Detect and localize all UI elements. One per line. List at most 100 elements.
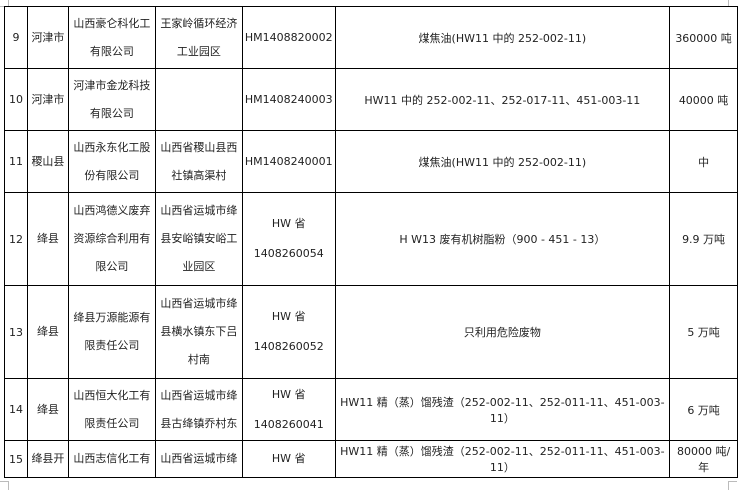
capacity-cell-text: 6 万吨 bbox=[687, 403, 720, 417]
company-cell: 山西鸿德义废弃 资源综合利用有 限公司 bbox=[67, 192, 156, 286]
address-cell-line: 山西省稷山县西 bbox=[160, 140, 238, 154]
permit-code-cell: HW 省 1408260041 bbox=[241, 378, 336, 441]
waste-type-cell: HW11 精（蒸）馏残渣（252-002-11、252-011-11、451-0… bbox=[334, 378, 671, 441]
area-cell-line: 河津市 bbox=[31, 92, 65, 106]
address-cell-line: 山西省运城市绛 bbox=[160, 297, 238, 310]
waste-type-cell-text: HW11 精（蒸）馏残渣（252-002-11、252-011-11、451-0… bbox=[340, 445, 665, 474]
capacity-cell: 80000 吨/年 bbox=[669, 440, 738, 478]
company-cell: 河津市金龙科技 有限公司 bbox=[67, 68, 156, 131]
capacity-cell-text: 9.9 万吨 bbox=[682, 233, 726, 246]
company-cell-line: 山西鸿德义废弃 bbox=[73, 204, 151, 217]
row-number: 11 bbox=[4, 130, 28, 193]
address-cell: 山西省运城市绛 bbox=[154, 440, 243, 478]
table-row: 12 绛县 山西鸿德义废弃 资源综合利用有 限公司 山西省运城市绛 县安峪镇安峪工 业园区 HW… bbox=[4, 192, 738, 286]
company-cell-line: 山西恒大化工有 bbox=[73, 388, 151, 402]
address-cell-line: 山西省运城市绛 bbox=[160, 388, 238, 402]
permit-code-cell-line: 1408260041 bbox=[253, 417, 324, 431]
page-corner-mark bbox=[0, 481, 9, 490]
table-row: 10 河津市 河津市金龙科技 有限公司 HM1408240003 HW11 中的 252-… bbox=[4, 68, 738, 131]
address-cell-line: 山西省运城市绛 bbox=[160, 452, 238, 465]
company-cell-line: 山西豪仑科化工 bbox=[73, 16, 151, 30]
permit-code-cell: HW 省 1408260052 bbox=[241, 285, 336, 379]
permit-code-cell-line: HW 省 bbox=[271, 217, 306, 230]
area-cell-line: 绛县开 bbox=[31, 452, 65, 465]
permit-code-cell-line: HM1408240003 bbox=[244, 92, 333, 106]
area-cell: 绛县 bbox=[26, 378, 69, 441]
company-cell: 山西永东化工股 份有限公司 bbox=[67, 130, 156, 193]
company-cell-line: 山西志信化工有 bbox=[73, 452, 151, 465]
row-number-text: 14 bbox=[8, 403, 23, 416]
row-number-text: 10 bbox=[8, 93, 23, 106]
table-row: 13 绛县 绛县万源能源有 限责任公司 山西省运城市绛 县横水镇东下吕 村南 HW 省 1408… bbox=[4, 285, 738, 379]
table-row: 14 绛县 山西恒大化工有 限责任公司 山西省运城市绛 县古绛镇乔村东 HW 省 140826… bbox=[4, 378, 738, 441]
row-number: 13 bbox=[4, 285, 28, 379]
permit-code-cell-line: HW 省 bbox=[271, 387, 306, 401]
row-number: 9 bbox=[4, 6, 28, 69]
capacity-cell: 9.9 万吨 bbox=[669, 192, 738, 286]
permit-code-cell-line: HW 省 bbox=[271, 310, 306, 323]
area-cell: 绛县开 bbox=[26, 440, 69, 478]
capacity-cell: 5 万吨 bbox=[669, 285, 738, 379]
area-cell: 稷山县 bbox=[26, 130, 69, 193]
company-cell-line: 河津市金龙科技 bbox=[73, 78, 151, 92]
permit-code-cell: HM1408820002 bbox=[241, 6, 336, 69]
company-cell: 绛县万源能源有 限责任公司 bbox=[67, 285, 156, 379]
address-cell-line: 业园区 bbox=[182, 260, 216, 273]
table-row: 11 稷山县 山西永东化工股 份有限公司 山西省稷山县西 社镇高渠村 HM140824000… bbox=[4, 130, 738, 193]
row-number-text: 13 bbox=[8, 325, 23, 339]
area-cell-line: 绛县 bbox=[36, 232, 59, 245]
area-cell-line: 稷山县 bbox=[31, 154, 65, 168]
company-cell-line: 资源综合利用有 bbox=[73, 232, 151, 245]
row-number-text: 11 bbox=[8, 155, 23, 168]
address-cell: 山西省运城市绛 县古绛镇乔村东 bbox=[154, 378, 243, 441]
capacity-cell-text: 5 万吨 bbox=[687, 326, 720, 339]
waste-type-cell-text: H W13 废有机树脂粉（900 - 451 - 13） bbox=[399, 233, 606, 246]
waste-type-cell-text: HW11 中的 252-002-11、252-017-11、451-003-11 bbox=[364, 93, 641, 107]
table-row: 15 绛县开 山西志信化工有 山西省运城市绛 HW 省 HW11 精（蒸）馏残渣（252-… bbox=[4, 440, 738, 478]
hazardous-waste-facility-table: 9 河津市 山西豪仑科化工 有限公司 王家岭循环经济 工业园区 HM1408820002 煤焦… bbox=[4, 6, 738, 478]
table-row: 9 河津市 山西豪仑科化工 有限公司 王家岭循环经济 工业园区 HM1408820002 煤焦… bbox=[4, 6, 738, 69]
area-cell-line: 绛县 bbox=[36, 402, 59, 416]
permit-code-cell: HW 省 1408260054 bbox=[241, 192, 336, 286]
area-cell-line: 河津市 bbox=[31, 30, 65, 44]
permit-code-cell-line: 1408260054 bbox=[253, 247, 324, 260]
waste-type-cell-text: HW11 精（蒸）馏残渣（252-002-11、252-011-11、451-0… bbox=[340, 395, 665, 425]
permit-code-cell: HW 省 bbox=[241, 440, 336, 478]
waste-type-cell: 煤焦油(HW11 中的 252-002-11) bbox=[334, 6, 671, 69]
permit-code-cell-line: 1408260052 bbox=[253, 340, 324, 353]
waste-type-cell-text: 只利用危险废物 bbox=[463, 326, 541, 339]
address-cell: 山西省运城市绛 县安峪镇安峪工 业园区 bbox=[154, 192, 243, 286]
row-number-text: 15 bbox=[8, 452, 23, 466]
capacity-cell-text: 80000 吨/年 bbox=[676, 445, 731, 474]
company-cell-line: 限责任公司 bbox=[84, 416, 140, 430]
address-cell-line: 山西省运城市绛 bbox=[160, 204, 238, 217]
area-cell: 河津市 bbox=[26, 68, 69, 131]
row-number-text: 12 bbox=[8, 232, 23, 246]
capacity-cell: 6 万吨 bbox=[669, 378, 738, 441]
company-cell-line: 有限公司 bbox=[89, 44, 134, 58]
row-number: 15 bbox=[4, 440, 28, 478]
company-cell-line: 份有限公司 bbox=[84, 168, 140, 182]
address-cell: 山西省运城市绛 县横水镇东下吕 村南 bbox=[154, 285, 243, 379]
area-cell-line: 绛县 bbox=[36, 325, 59, 338]
permit-code-cell-line: HW 省 bbox=[271, 452, 306, 465]
company-cell-line: 限公司 bbox=[95, 260, 129, 273]
address-cell-line: 县横水镇东下吕 bbox=[160, 325, 238, 338]
area-cell: 绛县 bbox=[26, 285, 69, 379]
address-cell: 王家岭循环经济 工业园区 bbox=[154, 6, 243, 69]
address-cell-line: 王家岭循环经济 bbox=[160, 16, 238, 30]
area-cell: 绛县 bbox=[26, 192, 69, 286]
company-cell-line: 限责任公司 bbox=[84, 339, 140, 352]
waste-type-cell: HW11 中的 252-002-11、252-017-11、451-003-11 bbox=[334, 68, 671, 131]
waste-type-cell-text: 煤焦油(HW11 中的 252-002-11) bbox=[418, 31, 587, 45]
waste-type-cell: 煤焦油(HW11 中的 252-002-11) bbox=[334, 130, 671, 193]
row-number: 12 bbox=[4, 192, 28, 286]
address-cell-line: 工业园区 bbox=[176, 44, 221, 58]
waste-type-cell: 只利用危险废物 bbox=[334, 285, 671, 379]
address-cell: 山西省稷山县西 社镇高渠村 bbox=[154, 130, 243, 193]
waste-type-cell: HW11 精（蒸）馏残渣（252-002-11、252-011-11、451-0… bbox=[334, 440, 671, 478]
capacity-cell-text: 中 bbox=[698, 155, 710, 169]
address-cell-line: 社镇高渠村 bbox=[171, 168, 227, 182]
area-cell: 河津市 bbox=[26, 6, 69, 69]
company-cell: 山西恒大化工有 限责任公司 bbox=[67, 378, 156, 441]
